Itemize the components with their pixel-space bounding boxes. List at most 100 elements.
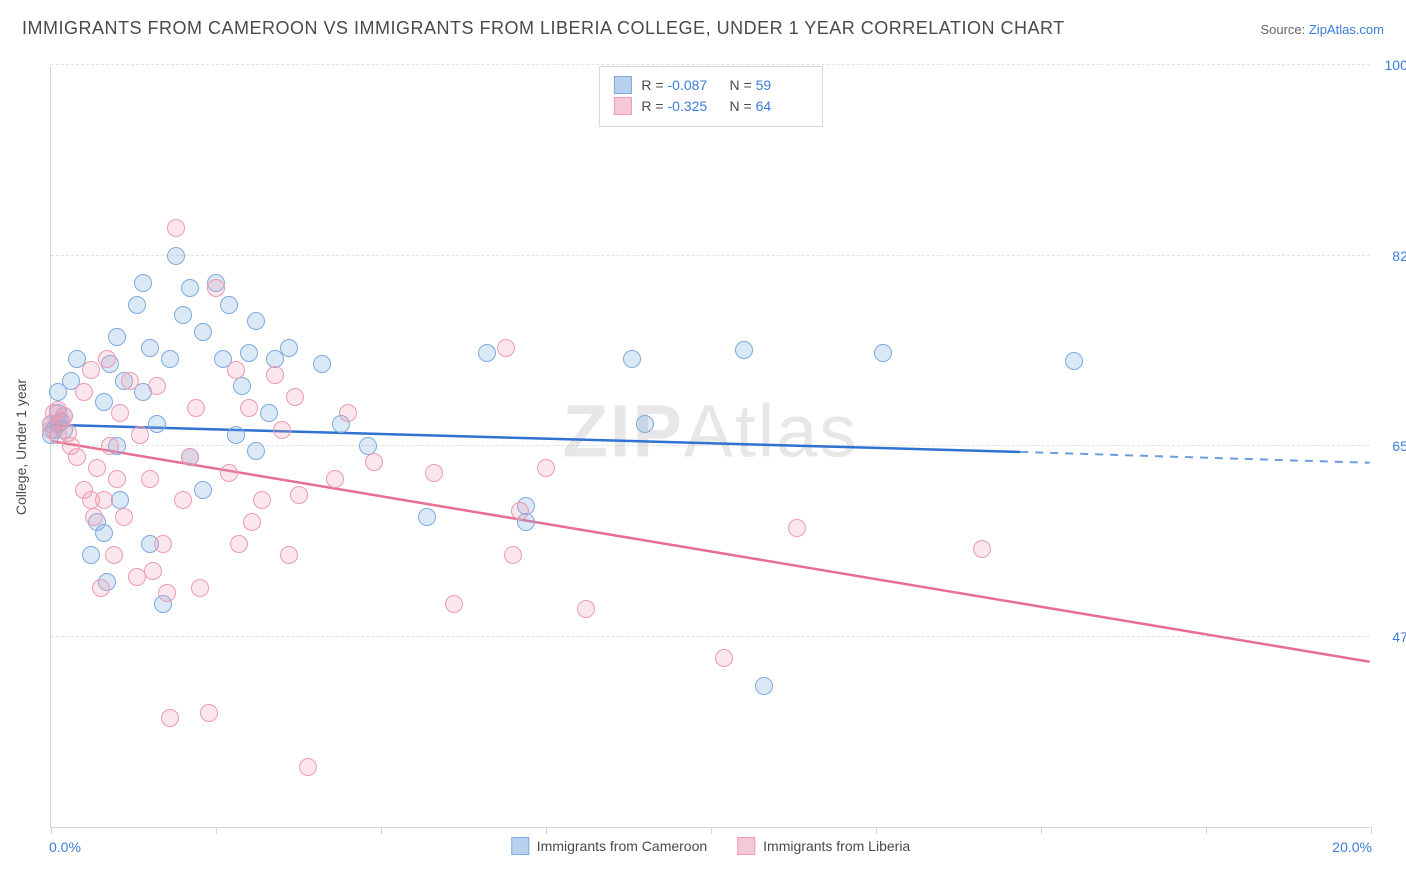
data-point (874, 344, 892, 362)
data-point (75, 383, 93, 401)
x-tick (1371, 827, 1372, 834)
data-point (148, 377, 166, 395)
data-point (161, 709, 179, 727)
data-point (227, 426, 245, 444)
x-tick (381, 827, 382, 834)
correlation-stats-box: R = -0.087N = 59R = -0.325N = 64 (598, 66, 822, 127)
data-point (326, 470, 344, 488)
data-point (280, 339, 298, 357)
legend-label: Immigrants from Liberia (763, 838, 910, 854)
data-point (247, 312, 265, 330)
data-point (141, 470, 159, 488)
series-legend: Immigrants from Cameroon Immigrants from … (511, 837, 910, 855)
data-point (88, 459, 106, 477)
x-tick (546, 827, 547, 834)
data-point (240, 344, 258, 362)
data-point (478, 344, 496, 362)
data-point (85, 508, 103, 526)
data-point (181, 448, 199, 466)
y-tick-label: 82.5% (1376, 248, 1406, 264)
data-point (253, 491, 271, 509)
data-point (128, 296, 146, 314)
x-tick (876, 827, 877, 834)
stats-row: R = -0.325N = 64 (613, 97, 807, 115)
gridline (51, 64, 1370, 65)
y-tick-label: 100.0% (1376, 57, 1406, 73)
data-point (115, 508, 133, 526)
data-point (121, 372, 139, 390)
data-point (227, 361, 245, 379)
legend-swatch (737, 837, 755, 855)
data-point (445, 595, 463, 613)
data-point (158, 584, 176, 602)
data-point (755, 677, 773, 695)
data-point (111, 491, 129, 509)
data-point (181, 279, 199, 297)
gridline (51, 636, 1370, 637)
data-point (260, 404, 278, 422)
data-point (108, 470, 126, 488)
data-point (504, 546, 522, 564)
legend-label: Immigrants from Cameroon (537, 838, 707, 854)
source-link[interactable]: ZipAtlas.com (1309, 22, 1384, 37)
data-point (973, 540, 991, 558)
y-tick-label: 47.5% (1376, 629, 1406, 645)
data-point (243, 513, 261, 531)
data-point (313, 355, 331, 373)
data-point (98, 350, 116, 368)
data-point (191, 579, 209, 597)
data-point (82, 546, 100, 564)
data-point (144, 562, 162, 580)
data-point (105, 546, 123, 564)
data-point (154, 535, 172, 553)
data-point (359, 437, 377, 455)
data-point (511, 502, 529, 520)
x-tick (51, 827, 52, 834)
data-point (220, 296, 238, 314)
scatter-plot: College, Under 1 year 47.5%65.0%82.5%100… (50, 66, 1370, 828)
legend-swatch (613, 97, 631, 115)
watermark: ZIPAtlas (563, 389, 859, 474)
data-point (174, 491, 192, 509)
data-point (365, 453, 383, 471)
data-point (280, 546, 298, 564)
data-point (194, 481, 212, 499)
source-label: Source: (1260, 22, 1308, 37)
data-point (339, 404, 357, 422)
chart-title: IMMIGRANTS FROM CAMEROON VS IMMIGRANTS F… (22, 18, 1065, 39)
data-point (101, 437, 119, 455)
data-point (247, 442, 265, 460)
data-point (161, 350, 179, 368)
legend-swatch (613, 76, 631, 94)
data-point (187, 399, 205, 417)
source-credit: Source: ZipAtlas.com (1260, 21, 1384, 39)
data-point (266, 366, 284, 384)
data-point (273, 421, 291, 439)
data-point (82, 361, 100, 379)
y-tick-label: 65.0% (1376, 438, 1406, 454)
data-point (207, 279, 225, 297)
data-point (111, 404, 129, 422)
data-point (233, 377, 251, 395)
data-point (134, 274, 152, 292)
data-point (167, 247, 185, 265)
data-point (788, 519, 806, 537)
data-point (95, 524, 113, 542)
data-point (108, 328, 126, 346)
data-point (623, 350, 641, 368)
data-point (537, 459, 555, 477)
data-point (95, 491, 113, 509)
data-point (286, 388, 304, 406)
chart-header: IMMIGRANTS FROM CAMEROON VS IMMIGRANTS F… (22, 18, 1384, 39)
y-axis-title: College, Under 1 year (13, 378, 29, 514)
data-point (200, 704, 218, 722)
data-point (230, 535, 248, 553)
data-point (577, 600, 595, 618)
x-tick (216, 827, 217, 834)
x-tick (1041, 827, 1042, 834)
gridline (51, 255, 1370, 256)
legend-item: Immigrants from Liberia (737, 837, 910, 855)
data-point (141, 339, 159, 357)
data-point (167, 219, 185, 237)
data-point (68, 448, 86, 466)
